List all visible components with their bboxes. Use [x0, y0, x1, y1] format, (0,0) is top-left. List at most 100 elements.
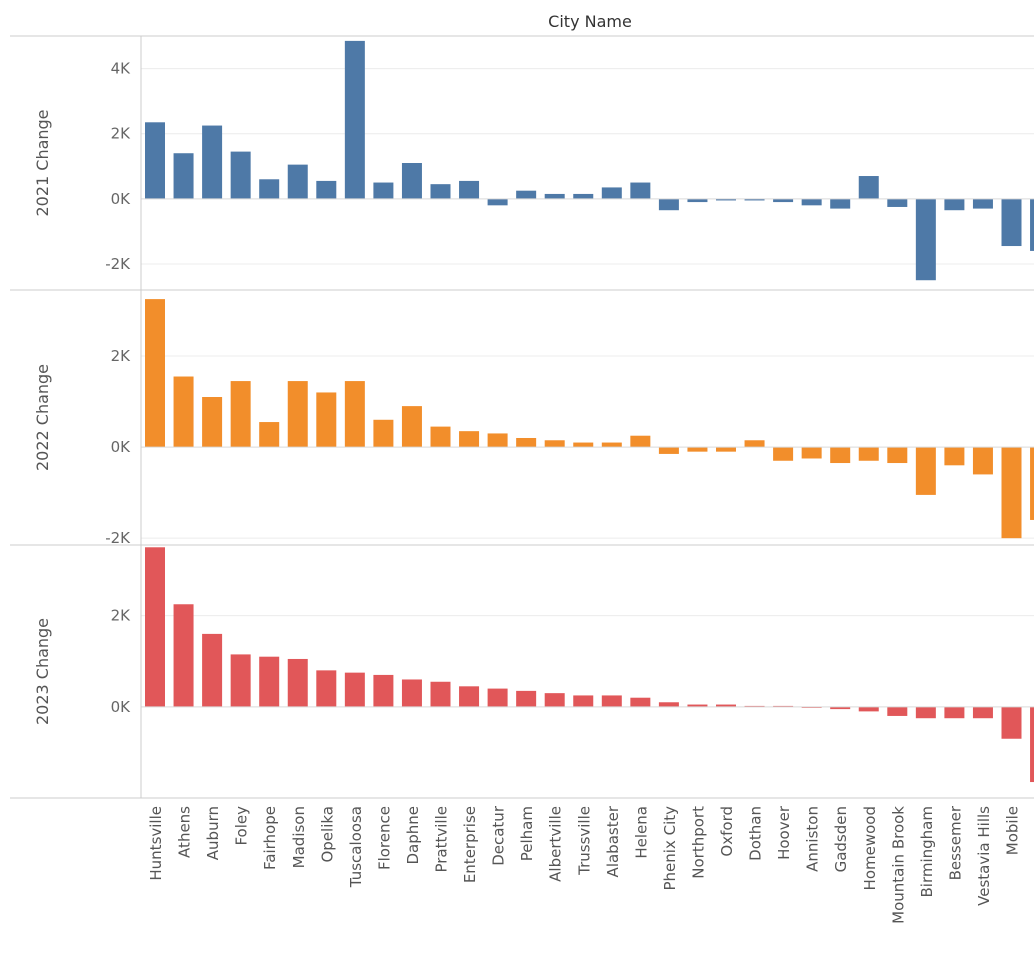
bar-1-huntsville — [145, 122, 165, 199]
x-tick-label: Albertville — [547, 806, 565, 882]
bar-3-homewood — [858, 706, 879, 712]
bar-2-homewood — [858, 447, 879, 461]
bar-1-trussville — [573, 193, 594, 199]
bar-3-daphne — [401, 679, 422, 707]
x-tick-label: Athens — [176, 806, 194, 858]
bar-3-albertville — [544, 693, 565, 707]
x-tick-label: Fairhope — [261, 806, 279, 870]
bar-2-madison — [287, 381, 308, 448]
bar-1-fairhope — [259, 179, 280, 199]
bar-2-foley — [230, 381, 251, 448]
y-axis-title: 2021 Change — [33, 109, 52, 216]
bar-2-athens — [173, 376, 194, 448]
x-tick-label: Pelham — [518, 806, 536, 861]
y-tick-label: -2K — [105, 255, 131, 273]
x-tick-label: Dothan — [747, 806, 765, 861]
bar-2-tuscaloosa — [344, 381, 365, 448]
bar-1-anniston — [801, 198, 822, 206]
bar-1-mobile — [1001, 198, 1022, 247]
x-tick-label: Trussville — [575, 806, 593, 876]
y-tick-label: 0K — [111, 190, 132, 208]
x-tick-label: Mountain Brook — [889, 806, 907, 924]
bar-2-alabaster — [601, 442, 622, 448]
bar-2-opelika — [316, 392, 337, 448]
bar-2-hoover — [773, 447, 794, 461]
x-tick-label: Birmingham — [918, 806, 936, 897]
bar-1-phenix-city — [658, 198, 679, 211]
bar-2-fairhope — [259, 422, 280, 448]
x-tick-label: Phenix City — [661, 806, 679, 891]
x-tick-label: Prattville — [433, 806, 451, 873]
x-tick-label: Vestavia Hills — [975, 806, 993, 906]
bar-2-decatur — [487, 433, 508, 448]
bar-1-albertville — [544, 193, 565, 199]
bar-3-foley — [230, 654, 251, 707]
bar-3-madison — [287, 658, 308, 707]
x-tick-label: Gadsden — [832, 806, 850, 872]
y-tick-label: -2K — [105, 529, 131, 547]
bar-1-opelika — [316, 180, 337, 199]
bar-2-huntsville — [145, 299, 165, 448]
y-tick-label: 2K — [111, 125, 132, 143]
bar-1-mountain-brook — [887, 198, 908, 207]
x-tick-label: Homewood — [861, 806, 879, 890]
bar-2-mobile — [1001, 447, 1022, 539]
y-tick-label: 0K — [111, 698, 132, 716]
x-tick-label: Auburn — [204, 806, 222, 860]
y-tick-label: 4K — [111, 60, 132, 78]
bar-3-athens — [173, 604, 194, 707]
column-header-title: City Name — [548, 12, 632, 31]
bar-2-helena — [630, 435, 651, 448]
bar-3-prattville — [430, 681, 451, 707]
bar-1-daphne — [401, 163, 422, 199]
bar-2-vestavia-hills — [972, 447, 993, 475]
x-tick-label: Anniston — [804, 806, 822, 872]
x-tick-label: Madison — [290, 806, 308, 868]
bar-2-florence — [373, 419, 394, 448]
x-tick-label: Opelika — [318, 806, 336, 863]
bar-2-albertville — [544, 440, 565, 448]
bar-1-northport — [687, 198, 708, 203]
bar-1-birmingham — [915, 198, 936, 281]
bar-2-oxford — [716, 447, 736, 452]
x-tick-label: Hoover — [775, 805, 793, 860]
bar-1-helena — [630, 182, 651, 199]
x-tick-label: Decatur — [490, 805, 508, 866]
bar-2-enterprise — [459, 431, 480, 448]
bar-1-montgomery — [1030, 198, 1034, 251]
bar-1-prattville — [430, 184, 451, 199]
y-tick-label: 2K — [111, 347, 132, 365]
bar-2-anniston — [801, 447, 822, 459]
bar-1-florence — [373, 182, 394, 199]
bar-1-athens — [173, 153, 194, 199]
bar-3-gadsden — [830, 706, 851, 710]
bar-3-florence — [373, 674, 394, 707]
bar-2-dothan — [744, 440, 765, 448]
bar-2-prattville — [430, 426, 451, 448]
bar-2-northport — [687, 447, 708, 452]
bar-1-oxford — [716, 198, 736, 201]
x-tick-label: Tuscaloosa — [347, 806, 365, 888]
x-tick-label: Helena — [632, 806, 650, 859]
bar-1-auburn — [202, 125, 223, 199]
x-tick-label: Northport — [689, 806, 707, 879]
bar-3-pelham — [516, 690, 537, 707]
bar-3-mobile — [1001, 706, 1022, 739]
bar-3-trussville — [573, 695, 594, 707]
y-tick-label: 0K — [111, 438, 132, 456]
bar-3-decatur — [487, 688, 508, 707]
bar-1-dothan — [744, 198, 765, 201]
bar-2-montgomery — [1030, 447, 1034, 520]
bar-3-mountain-brook — [887, 706, 908, 716]
x-tick-label: Bessemer — [946, 805, 964, 880]
bar-1-alabaster — [601, 187, 622, 199]
x-tick-label: Mobile — [1004, 806, 1022, 855]
bar-2-phenix-city — [658, 447, 679, 454]
bar-1-decatur — [487, 198, 508, 206]
y-axis-title: 2023 Change — [33, 618, 52, 725]
bar-3-tuscaloosa — [344, 672, 365, 707]
x-tick-label: Montgomery — [1032, 806, 1034, 901]
bar-1-pelham — [516, 190, 537, 199]
bar-3-enterprise — [459, 686, 480, 707]
